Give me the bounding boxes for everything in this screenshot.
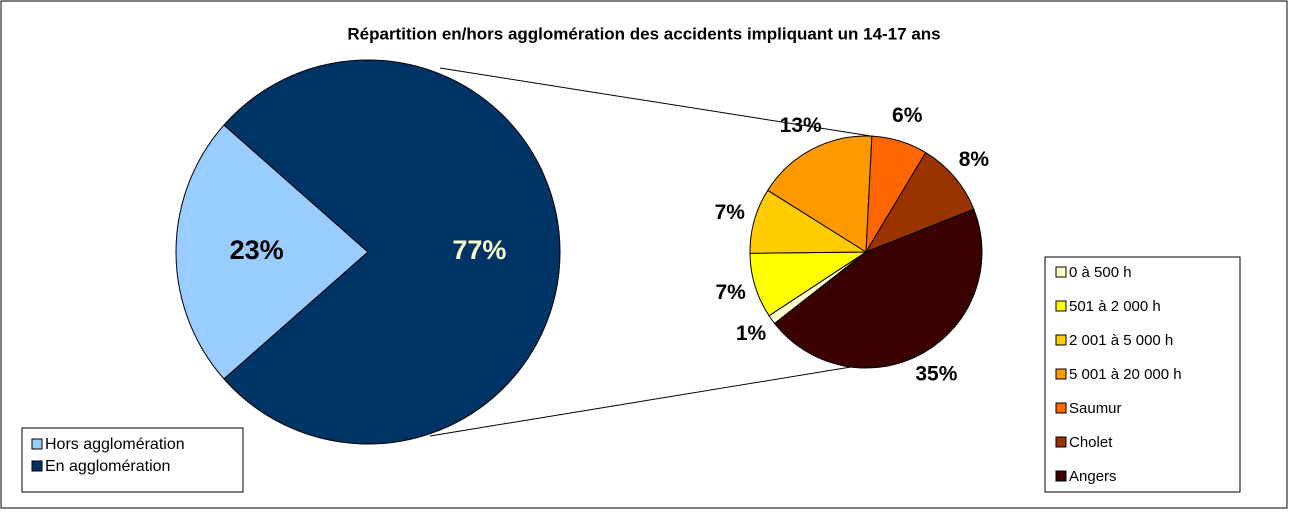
- legend-swatch: [1055, 334, 1067, 346]
- data-label: 8%: [959, 148, 990, 171]
- pie-slice: [773, 208, 983, 369]
- data-label: 35%: [915, 362, 957, 385]
- legend-swatch: [1055, 368, 1067, 380]
- legend-swatch: [31, 438, 43, 450]
- chart-title: Répartition en/hors agglomération des ac…: [347, 24, 940, 43]
- pie-slice: [767, 135, 873, 253]
- legend-label: 0 à 500 h: [1069, 264, 1132, 281]
- legend-swatch: [1055, 470, 1067, 482]
- legend-swatch: [31, 460, 43, 472]
- legend-swatch: [1055, 402, 1067, 414]
- legend-label: Angers: [1069, 468, 1117, 485]
- legend-label: 5 001 à 20 000 h: [1069, 366, 1182, 383]
- legend-label: Hors agglomération: [45, 436, 185, 453]
- legend-label: Saumur: [1069, 400, 1122, 417]
- connector-line: [439, 67, 878, 138]
- legend-label: En agglomération: [45, 458, 170, 475]
- pie-slice: [223, 59, 561, 445]
- legend-swatch: [1055, 266, 1067, 278]
- data-label: 13%: [780, 114, 822, 137]
- legend-swatch: [1055, 300, 1067, 312]
- data-label: 7%: [715, 281, 746, 304]
- legend-box: [1044, 256, 1241, 493]
- data-label: 6%: [892, 104, 923, 127]
- legend-swatch: [1055, 436, 1067, 448]
- pie-slice: [175, 124, 369, 380]
- legend-label: 501 à 2 000 h: [1069, 298, 1161, 315]
- data-label: 77%: [452, 235, 506, 265]
- legend-label: Cholet: [1069, 434, 1113, 451]
- legend-box: [21, 427, 244, 493]
- legend-label: 2 001 à 5 000 h: [1069, 332, 1173, 349]
- data-label: 1%: [736, 322, 767, 345]
- data-label: 23%: [230, 235, 284, 265]
- pie-slice: [864, 151, 975, 254]
- connector-line: [429, 365, 858, 437]
- data-label: 7%: [715, 201, 746, 224]
